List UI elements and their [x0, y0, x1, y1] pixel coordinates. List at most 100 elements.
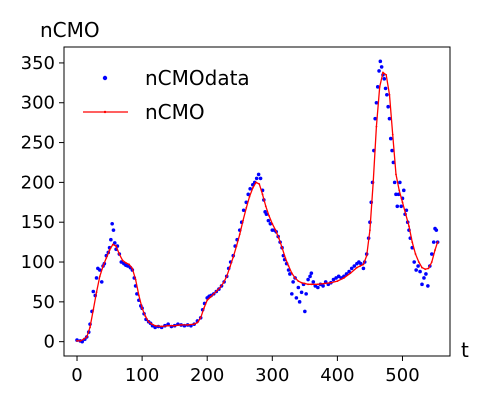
line-point	[92, 308, 95, 311]
line-point	[388, 93, 391, 96]
line-point	[124, 261, 127, 264]
scatter-point	[379, 65, 384, 69]
scatter-point	[385, 92, 389, 97]
line-point	[274, 229, 277, 232]
scatter-point	[288, 272, 292, 276]
line-point	[186, 324, 189, 326]
line-point	[294, 277, 296, 279]
line-point	[82, 338, 85, 341]
scatter-point	[111, 228, 116, 232]
line-point	[209, 296, 212, 298]
scatter-point	[241, 208, 246, 213]
scatter-point	[378, 59, 383, 64]
scatter-point	[313, 284, 318, 288]
scatter-point	[412, 260, 416, 264]
scatter-point	[109, 237, 113, 242]
line-point	[193, 323, 196, 326]
scatter-point	[390, 148, 394, 153]
line-point	[436, 241, 439, 244]
line-point	[206, 299, 209, 302]
line-point	[307, 283, 309, 286]
scatter-point	[254, 176, 259, 181]
scatter-point	[418, 269, 422, 274]
scatter-point	[424, 272, 428, 276]
line-point	[378, 85, 381, 88]
scatter-point	[387, 116, 392, 121]
x-tick-label: 100	[125, 365, 159, 386]
line-point	[225, 275, 228, 278]
line-point	[359, 265, 362, 267]
y-tick-label: 150	[21, 212, 55, 233]
line-point	[242, 219, 244, 222]
line-point	[137, 294, 140, 297]
scatter-point	[94, 276, 99, 280]
scatter-point	[349, 266, 354, 271]
scatter-point	[309, 271, 314, 275]
scatter-point	[395, 204, 400, 209]
line-point	[404, 213, 407, 216]
line-point	[251, 187, 254, 189]
scatter-point	[386, 104, 390, 109]
line-point	[414, 253, 417, 255]
line-point	[118, 253, 121, 255]
line-point	[255, 181, 257, 184]
line-point	[303, 282, 306, 285]
scatter-point	[308, 274, 312, 279]
line-point	[131, 267, 134, 270]
line-point	[316, 283, 319, 286]
line-point	[271, 222, 274, 225]
line-point	[134, 278, 137, 281]
y-tick-label: 50	[32, 292, 55, 313]
scatter-point	[398, 180, 402, 185]
line-point	[417, 261, 420, 263]
line-point	[430, 261, 433, 263]
line-point	[264, 205, 267, 208]
scatter-point	[399, 204, 403, 209]
scatter-point	[294, 296, 299, 300]
scatter-point	[422, 276, 426, 280]
axes: 0 100 200 300 400 500 0 50 100 150 200 250 300 350	[21, 53, 420, 386]
line-point	[102, 265, 104, 267]
line-point	[362, 263, 365, 266]
scatter-point	[392, 180, 397, 185]
line-point	[115, 245, 117, 247]
scatter-point	[426, 284, 430, 288]
line-point	[365, 254, 368, 257]
plot-frame	[63, 46, 451, 357]
x-axis-label: t	[461, 338, 469, 362]
scatter-point	[373, 116, 377, 121]
line-point	[245, 206, 248, 209]
line-point	[248, 195, 251, 198]
line-point	[421, 266, 423, 269]
scatter-point	[334, 276, 338, 280]
scatter-point	[266, 218, 271, 223]
scatter-point	[306, 277, 310, 282]
scatter-point	[303, 309, 307, 314]
scatter-point	[321, 284, 325, 288]
y-tick-label: 350	[21, 53, 55, 74]
line-point	[232, 256, 235, 259]
scatter-point	[256, 172, 261, 177]
scatter-point	[429, 252, 434, 256]
line-point	[395, 173, 397, 176]
scatter-point	[377, 69, 381, 73]
line-point	[85, 335, 88, 338]
line-point	[369, 229, 371, 232]
line-point	[336, 280, 339, 283]
y-tick-label: 200	[21, 172, 55, 193]
line-point	[375, 125, 378, 128]
plot-area	[63, 46, 451, 357]
scatter-point	[336, 274, 341, 279]
x-tick-label: 500	[385, 365, 419, 386]
line-point	[222, 281, 225, 284]
line-point	[349, 272, 352, 275]
scatter-point	[304, 292, 308, 296]
line-point	[277, 237, 280, 240]
x-tick-label: 400	[320, 365, 354, 386]
y-axis-label: nCMO	[40, 18, 100, 42]
scatter-point	[416, 264, 420, 268]
scatter-point	[296, 285, 301, 290]
legend: nCMOdata nCMO	[83, 66, 250, 124]
scatter-point	[297, 300, 302, 304]
line-point	[310, 283, 313, 286]
